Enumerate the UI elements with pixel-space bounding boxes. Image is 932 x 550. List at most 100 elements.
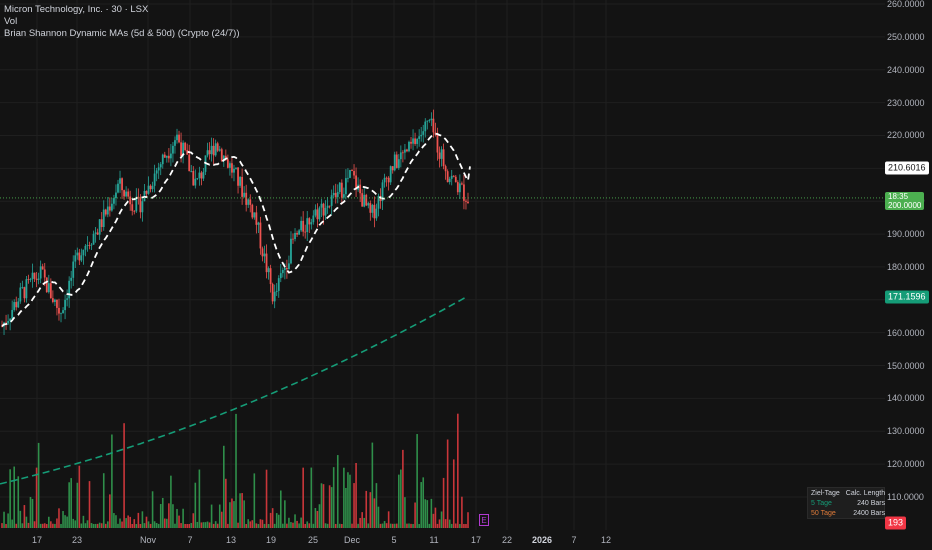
candle-body [214, 143, 217, 156]
candle-body [410, 141, 412, 144]
volume-legend[interactable]: Vol [4, 16, 18, 27]
indicator-legend[interactable]: Brian Shannon Dynamic MAs (5d & 50d) (Cr… [4, 28, 240, 39]
volume-bar [438, 519, 441, 528]
volume-bar [290, 522, 292, 528]
candle-body [51, 298, 54, 302]
candle-body [231, 163, 233, 173]
time-axis[interactable]: 17 23 Nov 7 13 19 25 Dec 5 11 17 22 2026 7 12 [0, 530, 932, 550]
candle-body [167, 155, 170, 159]
volume-bar [27, 522, 30, 528]
volume-bar [161, 497, 164, 528]
volume-bar [78, 465, 81, 528]
candle-body [283, 267, 286, 271]
volume-bar [96, 523, 99, 528]
volume-bar [277, 514, 280, 528]
volume-bar [383, 521, 386, 528]
candle-body [151, 185, 154, 190]
candle-body [302, 220, 305, 232]
volume-bar [334, 523, 337, 528]
candle-body [74, 255, 77, 262]
candle-body [397, 159, 400, 168]
volume-bar [434, 507, 437, 528]
volume-bar [100, 523, 103, 528]
volume-bar [155, 522, 158, 528]
candle-body [147, 185, 150, 194]
volume-bar [312, 523, 315, 528]
candle-body [141, 201, 144, 213]
volume-bar [220, 511, 223, 528]
volume-bar [31, 498, 34, 528]
candle-body [277, 278, 280, 291]
volume-bar [237, 522, 239, 528]
candle-body [190, 170, 193, 172]
candle-body [19, 287, 22, 302]
volume-bar [194, 482, 197, 528]
candle-body [349, 170, 351, 178]
candle-body [330, 195, 333, 206]
volume-bar [402, 449, 404, 528]
candle-body [463, 184, 465, 201]
price-chart[interactable]: Micron Technology, Inc. · 30 · LSX Vol B… [0, 0, 885, 530]
volume-bar [198, 469, 201, 528]
volume-bar [129, 516, 132, 528]
candle-body [35, 278, 38, 280]
volume-bar [206, 521, 209, 528]
volume-bar [184, 523, 186, 528]
volume-bar [159, 504, 162, 528]
volume-bar [133, 519, 136, 528]
volume-bar [418, 523, 420, 528]
candle-body [186, 150, 189, 155]
candle-body [247, 199, 250, 205]
chart-canvas[interactable] [0, 0, 885, 530]
candle-body [340, 182, 343, 198]
price-tick-label: 220.0000 [887, 130, 925, 141]
candle-body [127, 191, 130, 197]
volume-bar [50, 521, 52, 528]
time-tick-label: Dec [343, 535, 361, 545]
candle-body [424, 121, 427, 132]
volume-bar [3, 511, 5, 528]
volume-bar [231, 498, 233, 528]
volume-bar [35, 467, 38, 528]
candle-body [324, 207, 327, 216]
volume-bar [233, 501, 235, 528]
volume-bar [143, 523, 146, 528]
candle-body [56, 299, 58, 308]
candle-body [290, 238, 292, 264]
candle-body [110, 203, 113, 211]
volume-bar [292, 522, 294, 528]
volume-bar [139, 523, 142, 528]
price-tick-label: 140.0000 [887, 393, 925, 404]
candle-body [155, 170, 158, 174]
volume-bar [216, 523, 219, 528]
candle-body [460, 183, 463, 185]
candle-body [361, 193, 364, 207]
candle-body [106, 206, 109, 215]
volume-bar [426, 500, 429, 528]
candle-body [43, 269, 46, 278]
volume-bar [141, 511, 144, 528]
symbol-title[interactable]: Micron Technology, Inc. · 30 · LSX [4, 4, 149, 15]
price-axis[interactable]: 260.0000 250.0000 240.0000 230.0000 220.0000… [885, 0, 932, 530]
candle-body [367, 203, 370, 206]
candle-body [174, 140, 176, 146]
volume-bar [196, 521, 199, 528]
volume-bar [467, 512, 469, 528]
candle-body [273, 291, 276, 302]
volume-bar [314, 508, 317, 528]
candle-body [237, 167, 239, 186]
volume-bar [442, 477, 445, 528]
volume-bar [15, 523, 18, 528]
candle-body [9, 318, 12, 321]
price-tick-label: 240.0000 [887, 64, 925, 75]
volume-bar [178, 515, 180, 528]
candle-body [373, 204, 376, 219]
volume-bar [153, 521, 156, 528]
volume-bar [131, 524, 134, 528]
candle-body [434, 132, 437, 135]
volume-bar [157, 523, 160, 528]
earnings-event-marker[interactable]: E [479, 514, 489, 526]
volume-bar [377, 506, 380, 528]
time-tick-label: 5 [391, 535, 397, 545]
volume-bar [188, 523, 191, 528]
